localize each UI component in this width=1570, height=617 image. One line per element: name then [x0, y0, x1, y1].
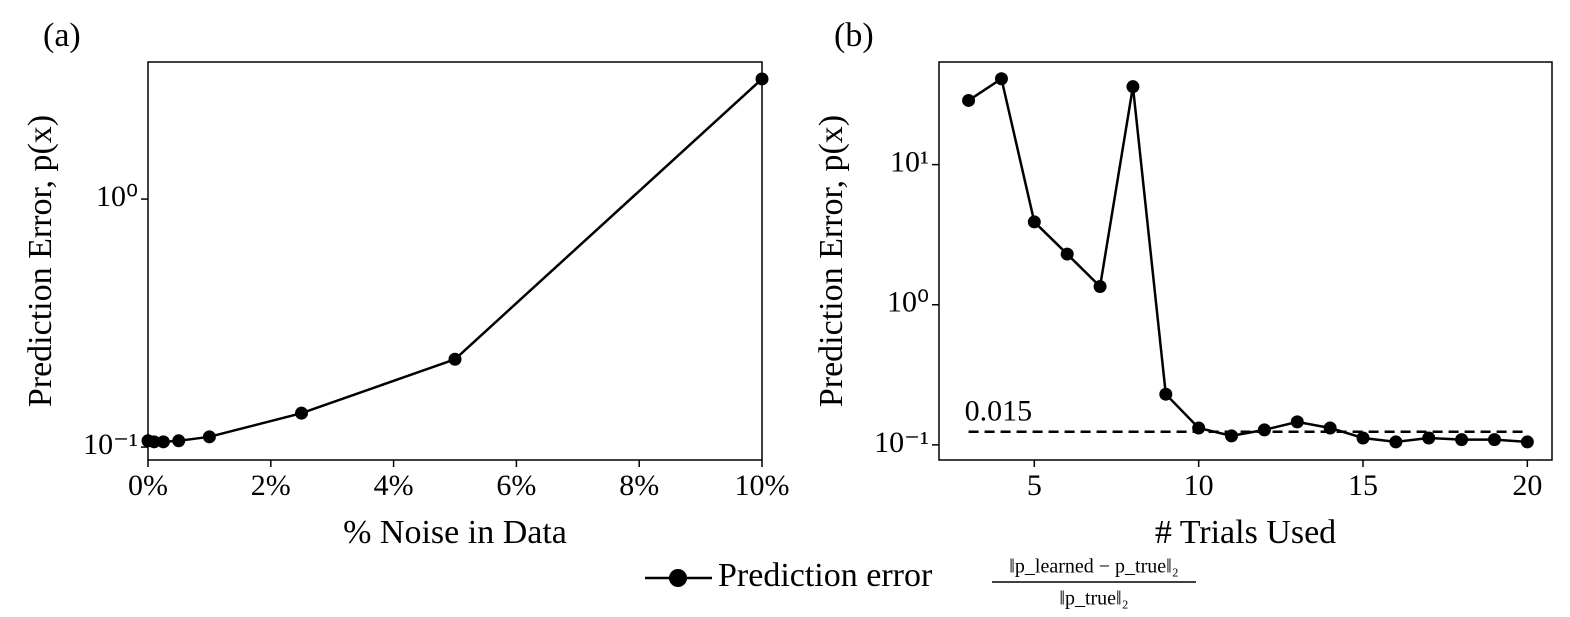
legend-marker: [669, 569, 687, 587]
y-axis-label: Prediction Error, p(x): [22, 115, 59, 407]
data-point: [1192, 421, 1206, 435]
x-tick-label: 20: [1512, 469, 1542, 502]
series-line: [967, 76, 1528, 444]
x-tick-label: 4%: [374, 469, 414, 502]
y-tick-label: 10⁰: [96, 180, 138, 213]
data-point: [1422, 431, 1436, 445]
panel-label: (b): [834, 17, 874, 54]
threshold-annotation: 0.015: [965, 395, 1033, 428]
data-point: [1455, 433, 1469, 447]
x-axis-label: % Noise in Data: [343, 514, 567, 551]
data-point: [1126, 80, 1140, 94]
x-tick-label: 5: [1027, 469, 1042, 502]
data-point: [1159, 387, 1173, 401]
panel-label: (a): [43, 17, 81, 54]
data-point: [1323, 421, 1337, 435]
data-point: [172, 434, 186, 448]
x-tick-label: 10%: [735, 469, 790, 502]
data-point: [1060, 247, 1074, 261]
data-point: [1225, 429, 1239, 443]
data-point: [202, 430, 216, 444]
data-point: [1290, 415, 1304, 429]
data-point: [1027, 215, 1041, 229]
data-point: [1487, 433, 1501, 447]
y-tick-label: 10⁰: [887, 286, 929, 319]
data-point: [156, 435, 170, 449]
x-tick-label: 6%: [496, 469, 536, 502]
data-point: [1520, 435, 1534, 449]
y-tick-label: 10⁻¹: [83, 428, 138, 461]
legend-label: Prediction error: [718, 557, 933, 594]
data-point: [962, 93, 976, 107]
x-tick-label: 8%: [619, 469, 659, 502]
data-point: [448, 352, 462, 366]
x-tick-label: 2%: [251, 469, 291, 502]
plot-frame: [938, 61, 1553, 461]
data-point: [147, 435, 161, 449]
legend-numerator: ‖p_learned − p_true‖₂: [1009, 556, 1178, 578]
data-point: [1093, 279, 1107, 293]
data-point: [1257, 423, 1271, 437]
series-line: [147, 78, 763, 444]
data-point: [295, 406, 308, 420]
data-point: [1356, 431, 1370, 445]
data-point: [994, 72, 1008, 86]
y-axis-label: Prediction Error, p(x): [813, 115, 850, 407]
data-point: [1389, 435, 1403, 449]
x-tick-label: 10: [1184, 469, 1214, 502]
x-axis-label: # Trials Used: [1155, 514, 1336, 551]
legend-denominator: ‖p_true‖₂: [1059, 588, 1128, 610]
x-tick-label: 0%: [128, 469, 168, 502]
data-point: [755, 72, 769, 86]
y-tick-label: 10⁻¹: [874, 426, 929, 459]
y-tick-label: 10¹: [890, 146, 929, 179]
plot-frame: [147, 61, 763, 461]
x-tick-label: 15: [1348, 469, 1378, 502]
